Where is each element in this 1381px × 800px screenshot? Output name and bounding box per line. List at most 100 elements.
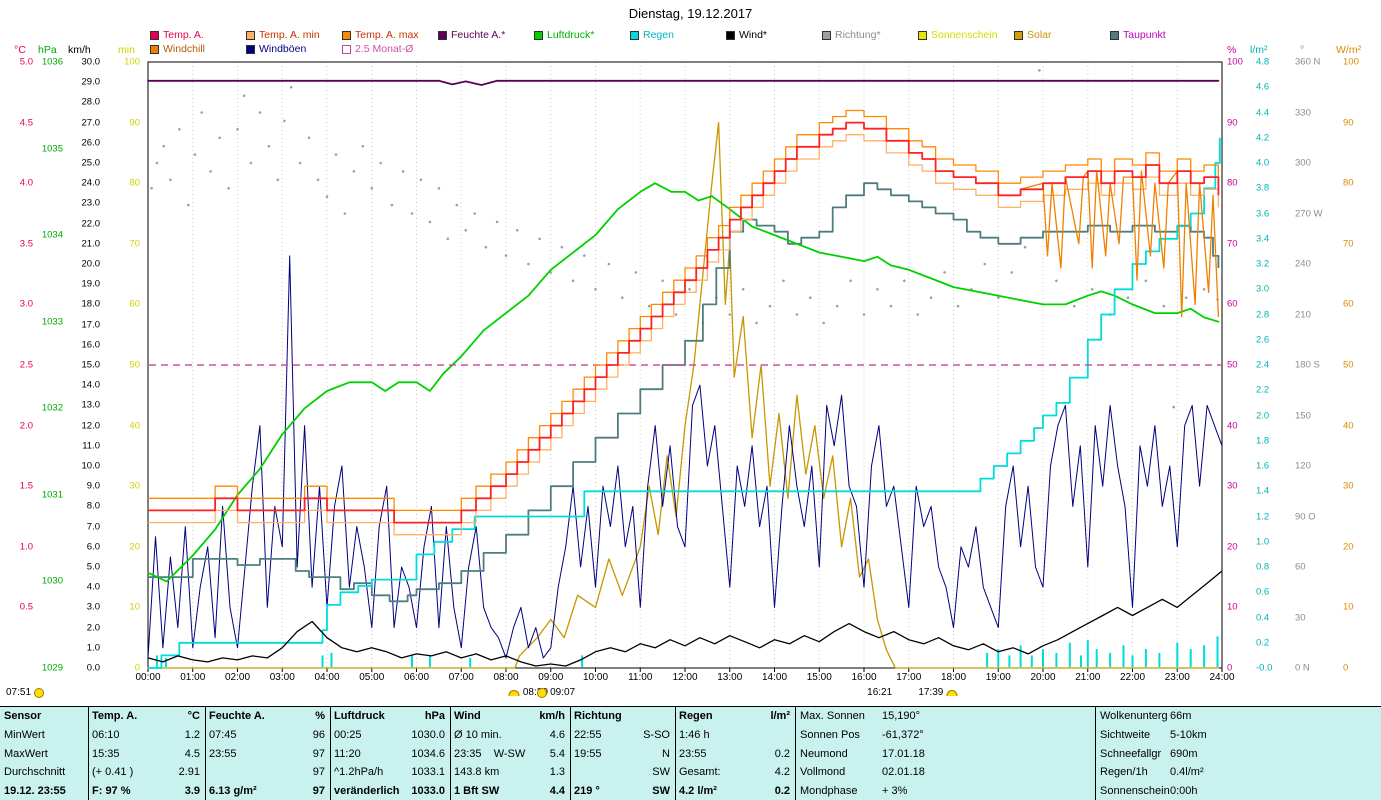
series-richtung [379,161,383,165]
axis-tick-label: 40 [129,419,140,431]
axis-tick-label: 50 [1343,359,1354,371]
series-richtung [621,296,624,300]
axis-tick-label: 2.5 [19,359,33,371]
table-cell-value: 3.9 [184,785,200,798]
series-richtung [249,161,253,165]
series-richtung [647,304,651,308]
axis-tick-label: 0 [1343,662,1349,674]
table-cell-label: 6.13 g/m² [209,785,257,798]
axis-tick-label: 1032 [41,402,63,414]
table-divider [675,707,676,800]
axis-tick-label: 4.4 [1256,106,1270,118]
series-richtung [1144,279,1148,283]
sun-marker-time: 09:07 [550,687,576,698]
table-cell-value: 4.4 [549,785,565,798]
series-richtung [504,254,508,257]
table-cell-value: 1034.6 [411,747,445,760]
axis-tick-label: 3.8 [1256,182,1270,194]
series-richtung [515,229,519,232]
axis-tick-label: 4.2 [1256,132,1270,143]
axis-tick-label: 80 [129,177,140,189]
table-row-label: Sensor [4,710,42,722]
axis-tick-label: 3.2 [1256,258,1270,270]
table-row-label: MaxWert [4,747,48,760]
dawn-time-label: 07:51 [6,687,32,698]
table-cell-label: 15:35 [92,747,120,760]
legend-item-windb-en: Windböen [246,43,342,55]
axis-tick-label: 80 [1343,177,1354,189]
table-cell-label: 07:45 [209,728,237,741]
legend-item-richtung: Richtung* [822,29,918,41]
series-richtung [289,86,293,89]
table-cell-value: 1033.1 [411,766,445,779]
table-info-value: 02.01.18 [882,766,925,779]
axis-tick-label: 150 [1295,409,1311,421]
x-axis-label: 15:00 [806,672,832,683]
axis-tick-label: 70 [1343,238,1354,250]
axis-title-degC: °C [14,44,26,56]
axis-tick-label: 0.8 [1256,561,1270,573]
legend-item-temp-a-max: Temp. A. max [342,29,438,41]
axis-title-wm2: W/m² [1336,44,1362,56]
axis-tick-label: 6.0 [86,541,100,553]
table-row-label: MinWert [4,728,45,741]
table-cell-label: 219 ° [574,785,600,798]
series-richtung [352,170,356,173]
series-richtung [200,111,203,114]
axis-tick-label: 4.5 [19,116,33,128]
axis-tick-label: 20 [1343,541,1354,553]
legend-label: 2.5 Monat-Ø [355,43,414,55]
series-richtung [361,144,365,148]
axis-tick-label: 1.8 [1256,435,1270,446]
series-richtung [755,321,758,325]
series-richtung [876,288,879,291]
series-richtung [862,313,866,316]
axis-tick-label: 20.0 [81,258,101,270]
axis-tick-label: 0 [134,662,140,674]
series-richtung [276,178,280,182]
series-richtung [446,237,450,241]
table-cell-label: Ø 10 min. [454,728,502,741]
series-richtung [849,279,852,283]
legend-swatch [918,30,927,40]
sun-marker-08-30: 08:30 [508,687,548,698]
axis-tick-label: 9.0 [86,480,100,492]
x-axis-label: 08:00 [493,672,519,683]
table-column-header: Regen [679,710,713,722]
x-axis-label: 11:00 [628,672,653,683]
axis-tick-label: 1.0 [19,541,33,553]
x-axis-label: 00:00 [135,672,161,683]
legend-row-2: Windchill Windböen 2.5 Monat-Ø [150,43,438,55]
series-richtung [983,262,987,266]
table-cell-value: 0.2 [774,785,790,798]
axis-tick-label: 29.0 [81,76,101,88]
table-cell-value: 1.2 [184,728,200,741]
sunset-icon [946,689,958,696]
axis-tick-label: 10.0 [81,460,101,472]
series-richtung [428,220,432,224]
table-divider [570,707,571,800]
axis-title-kmh: km/h [68,44,91,56]
axis-tick-label: 180 S [1295,359,1320,371]
axis-tick-label: 40 [1227,419,1238,431]
table-column-header: Wind [454,710,481,722]
series-richtung [150,187,153,190]
legend-swatch [150,30,159,40]
axis-tick-label: 30 [129,480,140,492]
table-info-label: Sichtweite [1100,728,1151,741]
axis-tick-label: 26.0 [81,137,101,149]
sun-marker-time: 16:21 [867,687,893,698]
axis-tick-label: 5.0 [86,561,100,573]
series-richtung [155,161,159,165]
axis-tick-label: 3.0 [86,601,100,613]
table-info-value: 0:00h [1170,785,1198,798]
axis-tick-label: 3.5 [19,238,33,250]
series-richtung [267,144,271,148]
series-richtung [903,279,906,283]
axis-tick-label: 17.0 [81,318,101,330]
x-axis-label: 06:00 [403,672,430,683]
axis-tick-label: 3.6 [1256,207,1270,219]
table-cell-value: 2.91 [178,766,200,779]
table-cell-value: 5.4 [549,747,565,760]
